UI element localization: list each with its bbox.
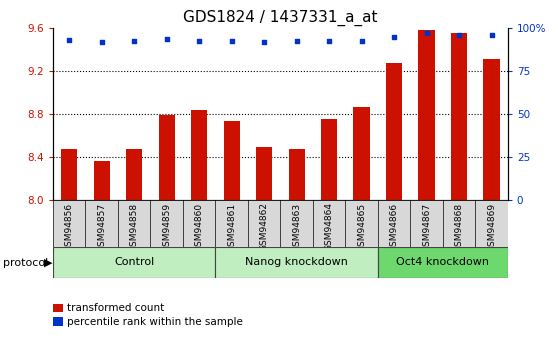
Bar — [53, 200, 508, 247]
Text: GSM94859: GSM94859 — [162, 203, 171, 252]
Bar — [53, 247, 215, 278]
Bar — [418, 30, 435, 200]
Point — [162, 36, 171, 42]
Text: GSM94864: GSM94864 — [325, 203, 334, 252]
Bar — [94, 161, 110, 200]
Title: GDS1824 / 1437331_a_at: GDS1824 / 1437331_a_at — [183, 10, 378, 26]
Point — [259, 40, 268, 45]
Point — [487, 33, 496, 38]
Bar — [386, 63, 402, 200]
Bar — [191, 110, 208, 200]
Text: GSM94865: GSM94865 — [357, 203, 366, 252]
Text: GSM94866: GSM94866 — [389, 203, 398, 252]
Point — [97, 40, 106, 45]
Text: GSM94867: GSM94867 — [422, 203, 431, 252]
Point — [227, 38, 236, 43]
Bar — [353, 107, 370, 200]
Bar — [378, 247, 508, 278]
Text: ▶: ▶ — [44, 258, 52, 267]
Bar — [288, 149, 305, 200]
Bar — [451, 33, 467, 200]
Text: percentile rank within the sample: percentile rank within the sample — [67, 317, 243, 326]
Point — [292, 39, 301, 44]
Text: transformed count: transformed count — [67, 303, 164, 313]
Text: GSM94868: GSM94868 — [455, 203, 464, 252]
Text: GSM94858: GSM94858 — [129, 203, 139, 252]
Bar — [126, 149, 142, 200]
Text: GSM94861: GSM94861 — [227, 203, 236, 252]
Bar — [321, 119, 337, 200]
Text: Control: Control — [114, 257, 155, 267]
Bar — [224, 121, 240, 200]
Point — [455, 33, 464, 38]
Bar — [256, 147, 272, 200]
Text: protocol: protocol — [3, 258, 48, 267]
Text: GSM94862: GSM94862 — [259, 203, 268, 252]
Point — [130, 39, 139, 44]
Point — [389, 34, 398, 40]
Point — [65, 37, 74, 42]
Bar — [61, 149, 78, 200]
Text: GSM94856: GSM94856 — [65, 203, 74, 252]
Bar — [158, 115, 175, 200]
Text: Nanog knockdown: Nanog knockdown — [245, 257, 348, 267]
Point — [422, 30, 431, 36]
Bar — [483, 59, 499, 200]
Text: GSM94860: GSM94860 — [195, 203, 204, 252]
Text: GSM94863: GSM94863 — [292, 203, 301, 252]
Text: GSM94857: GSM94857 — [97, 203, 106, 252]
Point — [195, 38, 204, 43]
Bar — [215, 247, 378, 278]
Point — [325, 39, 334, 44]
Text: GSM94869: GSM94869 — [487, 203, 496, 252]
Text: Oct4 knockdown: Oct4 knockdown — [396, 257, 489, 267]
Point — [357, 38, 366, 43]
